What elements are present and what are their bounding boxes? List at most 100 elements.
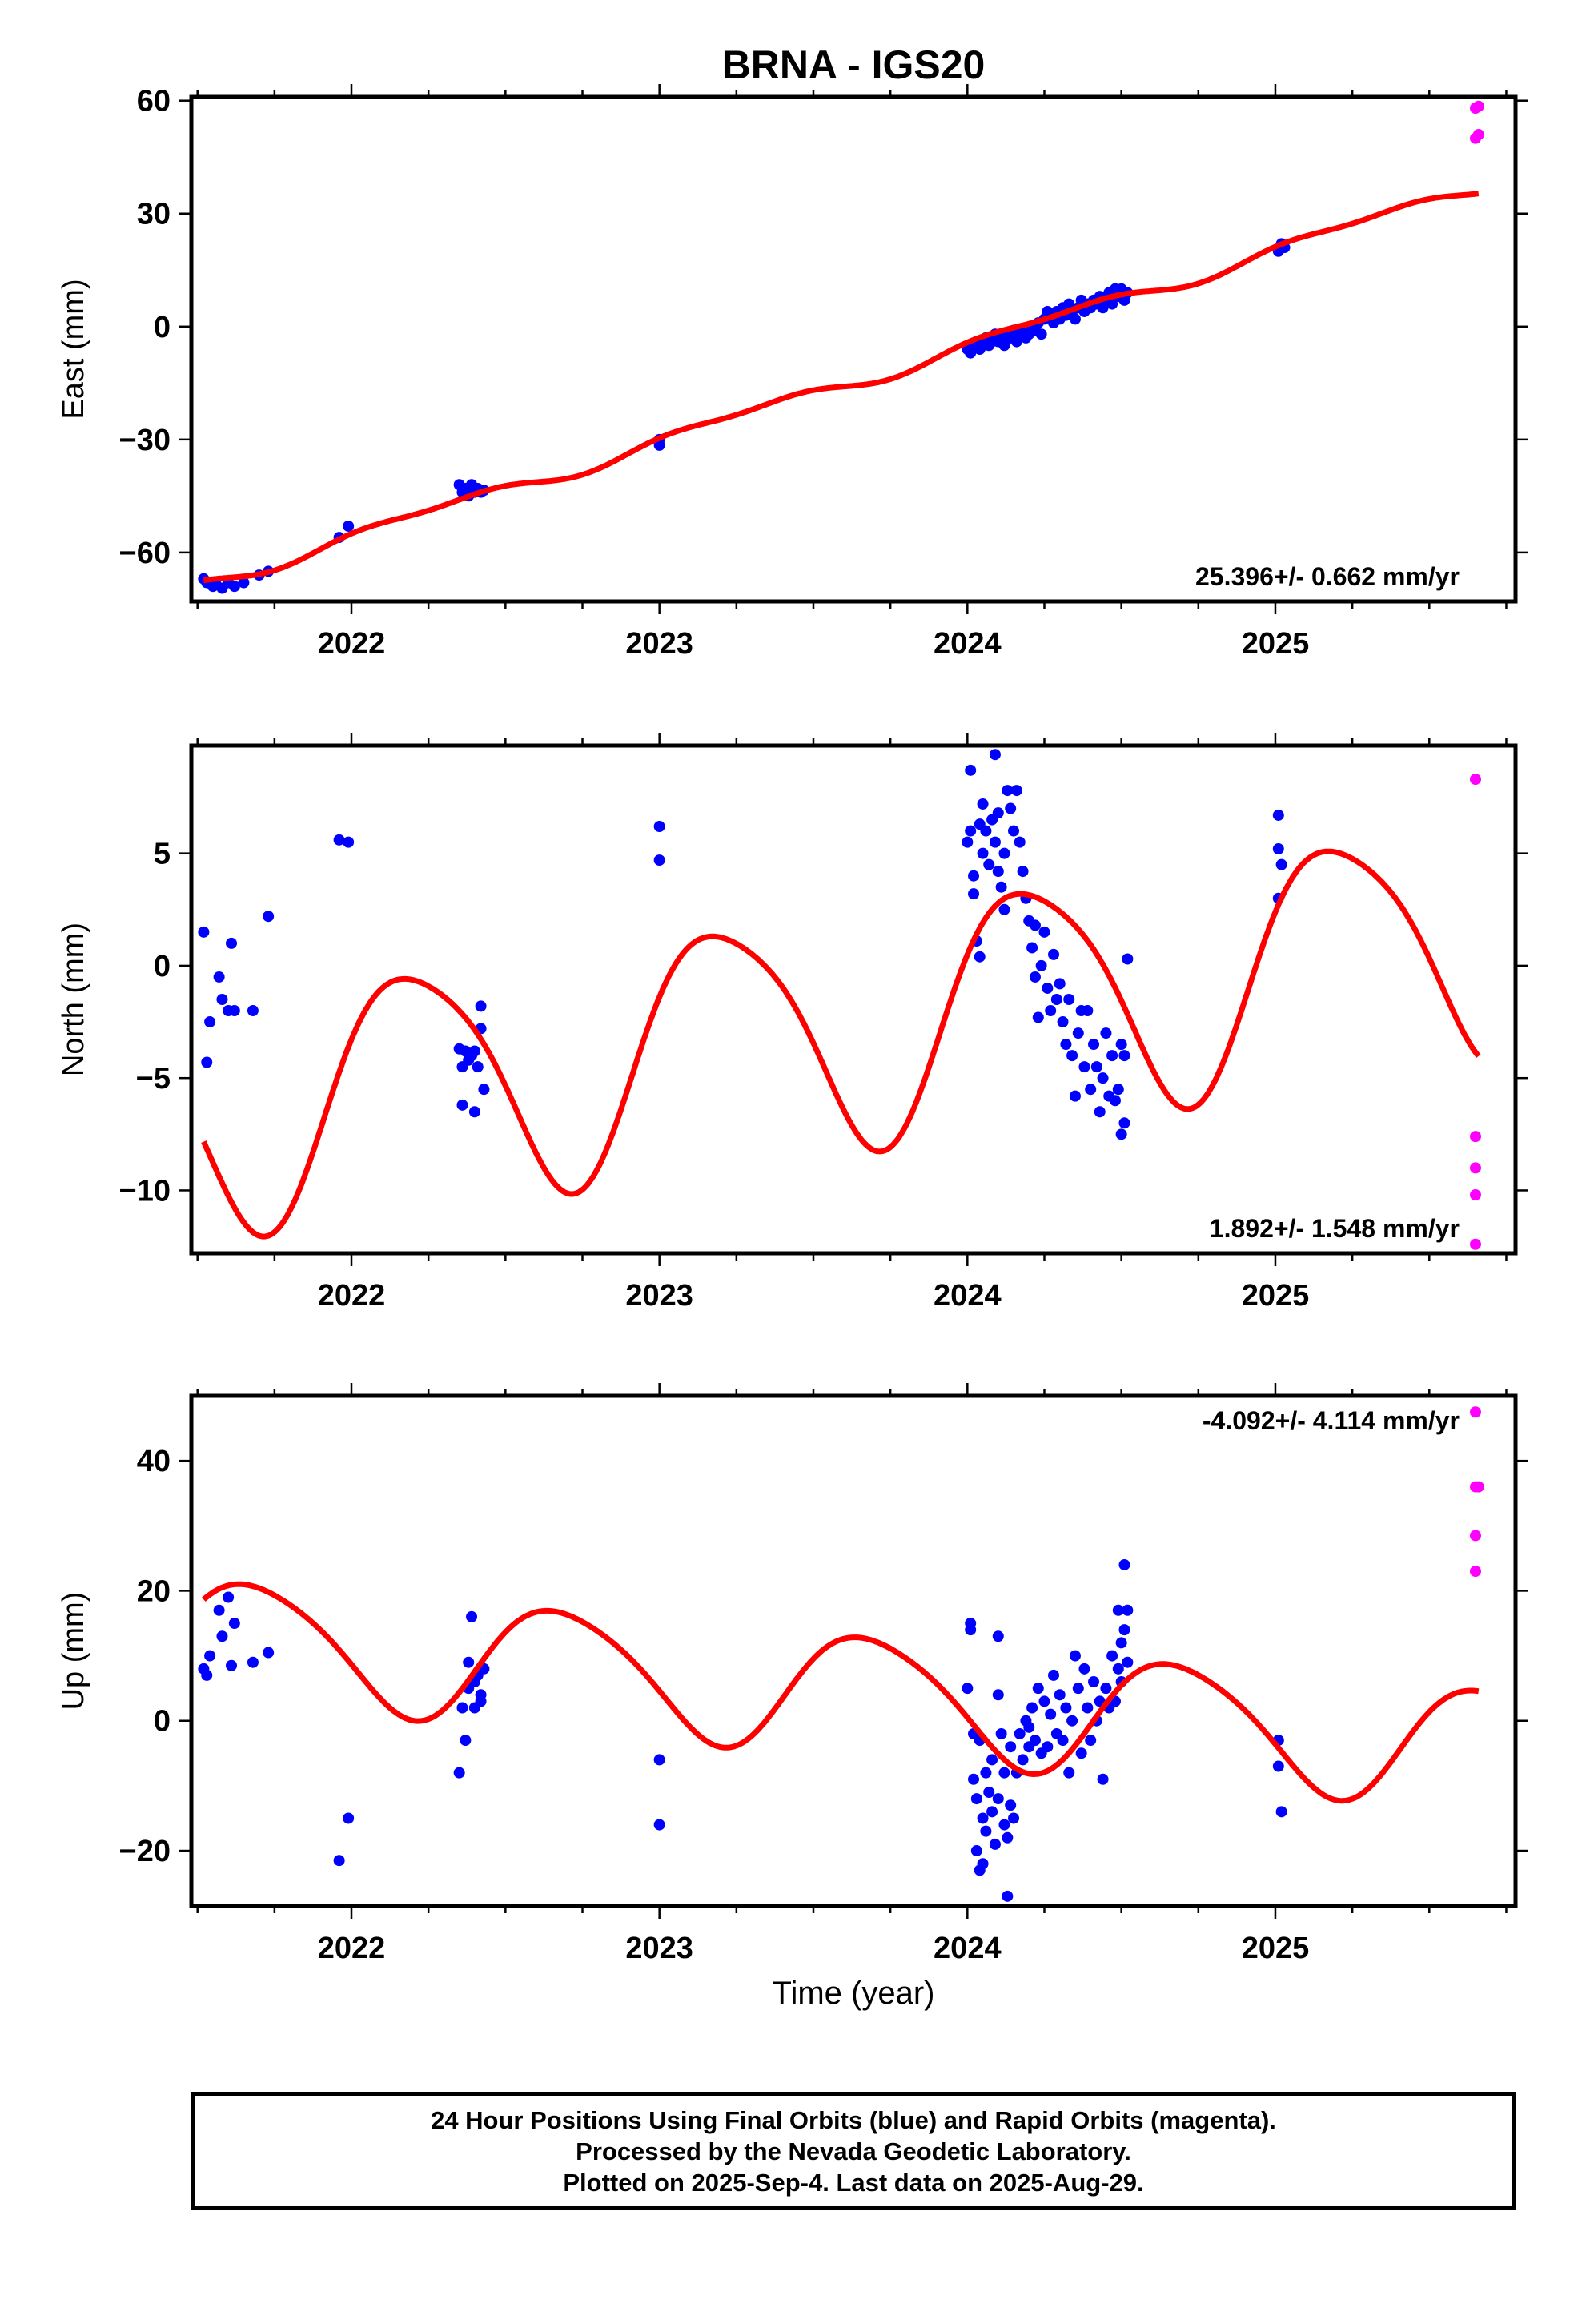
y-tick-label: −10 [119,1174,171,1208]
final-orbit-point [1115,1128,1127,1140]
final-orbit-point [247,1005,259,1017]
x-tick-label: 2024 [934,627,1002,661]
final-orbit-point [998,903,1010,915]
final-orbit-point [1054,978,1066,990]
final-orbit-point [456,1702,468,1714]
final-orbit-point [263,1647,275,1659]
final-orbit-point [1038,926,1050,938]
final-orbit-point [1097,1773,1109,1785]
final-orbit-point [1005,1741,1017,1753]
final-orbit-point [983,858,995,870]
final-orbit-point [1042,1741,1054,1753]
final-orbit-point [468,1045,480,1057]
final-orbit-point [1094,1106,1106,1118]
x-tick-label: 2025 [1242,1932,1310,1965]
final-orbit-point [1045,1708,1057,1720]
final-orbit-point [1032,1011,1044,1023]
final-orbit-point [1008,1812,1020,1824]
final-orbit-point [1097,1072,1109,1084]
final-orbit-point [1057,1735,1069,1747]
y-tick-label: 0 [154,311,171,344]
final-orbit-point [980,1767,992,1779]
final-orbit-point [995,1727,1007,1739]
y-tick-label: 30 [137,198,171,231]
final-orbit-point [970,1793,982,1805]
final-orbit-point [1272,1760,1284,1772]
final-orbit-point [1008,825,1020,837]
final-orbit-point [1122,1656,1134,1668]
final-orbit-point [989,749,1001,761]
plot-frame [189,743,1518,1256]
final-orbit-point [1060,1702,1072,1714]
rapid-orbit-point [1469,1131,1481,1143]
final-orbit-point [1066,1715,1078,1727]
x-tick-label: 2022 [318,627,386,661]
final-orbit-point [343,836,355,848]
final-orbit-point [1045,1005,1057,1017]
final-orbit-point [980,1825,992,1837]
final-orbit-point [1026,1702,1038,1714]
final-orbit-point [653,1819,665,1831]
final-orbit-point [463,1656,475,1668]
final-orbit-point [1090,1061,1102,1073]
final-orbit-point [989,836,1001,848]
final-orbit-point [986,1754,998,1766]
rapid-orbit-point [1469,1406,1481,1418]
final-orbit-point [1118,1558,1130,1570]
final-orbit-point [1014,1727,1026,1739]
x-tick-label: 2025 [1242,1279,1310,1313]
final-orbit-point [977,847,989,859]
x-tick-label: 2023 [625,1932,693,1965]
final-orbit-point [1115,1637,1127,1649]
final-orbit-point [1072,1683,1084,1695]
final-orbit-point [1100,1683,1112,1695]
final-orbit-point [1029,971,1041,983]
final-orbit-point [1042,982,1054,994]
final-orbit-point [998,1819,1010,1831]
final-orbit-point [977,798,989,810]
final-orbit-point [998,340,1010,352]
final-orbit-point [1063,1767,1075,1779]
model-fit-curve [202,191,1480,584]
final-orbit-point [1032,1683,1044,1695]
final-orbit-point [228,1005,240,1017]
final-orbit-point [1085,1084,1097,1096]
final-orbit-point [456,1099,468,1111]
final-orbit-point [992,807,1004,819]
final-orbit-point [226,1659,238,1671]
north-panel: 2022 2023 2024 2025 −10 −5 0 5 North (mm) 1.892+/… [57,733,1528,1313]
final-orbit-point [1002,785,1014,797]
rapid-orbit-point [1469,1189,1481,1201]
y-tick-label: 5 [154,838,171,871]
final-orbit-point [1122,953,1134,965]
final-orbit-point [213,1604,225,1616]
final-orbit-point [238,577,250,589]
final-orbit-point [343,520,355,532]
rapid-orbit-point [1472,100,1484,112]
final-orbit-point [965,825,977,837]
final-orbit-point [216,1630,228,1642]
rapid-orbit-point [1469,1530,1481,1542]
model-fit-curve [201,848,1481,1240]
final-orbit-point [653,439,665,451]
final-orbit-point [977,1858,989,1870]
final-orbit-point [1002,1890,1014,1902]
final-orbit-point [1078,1061,1090,1073]
final-orbit-point [1002,1831,1014,1844]
final-orbit-point [472,1061,484,1073]
footer-caption-box: 24 Hour Positions Using Final Orbits (bl… [191,2092,1516,2210]
final-orbit-point [1078,1663,1090,1675]
footer-line-2: Processed by the Nevada Geodetic Laborat… [576,2137,1131,2165]
final-orbit-point [1085,1735,1097,1747]
x-tick-label: 2022 [318,1932,386,1965]
final-orbit-point [1082,1702,1094,1714]
final-orbit-point [1118,1624,1130,1636]
final-orbit-point [1100,1027,1112,1039]
final-orbit-point [1005,802,1017,814]
final-orbit-point [1115,1039,1127,1051]
final-orbit-point [228,1618,240,1630]
final-orbit-point [1048,948,1060,960]
y-tick-label: 20 [137,1574,171,1608]
final-orbit-point [1048,1669,1060,1681]
